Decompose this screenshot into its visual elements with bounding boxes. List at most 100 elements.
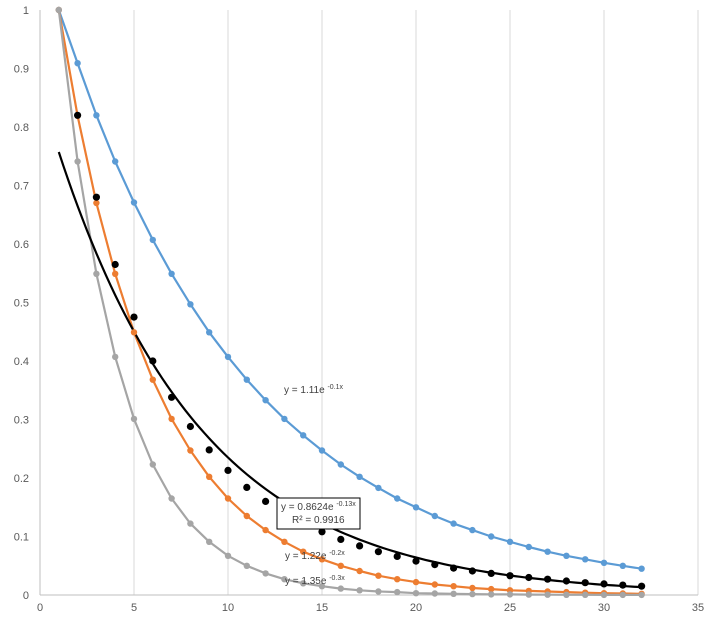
data-point xyxy=(74,158,81,165)
data-point xyxy=(130,199,138,206)
data-point xyxy=(412,504,420,511)
data-point xyxy=(112,158,119,165)
data-point xyxy=(544,575,552,583)
y-tick-label: 0 xyxy=(23,590,29,602)
svg-text:y = 1.22e -0.2x: y = 1.22e -0.2x xyxy=(285,550,345,562)
y-tick-label: 1 xyxy=(23,5,29,17)
svg-text:y = 0.8624e -0.13x: y = 0.8624e -0.13x xyxy=(281,501,356,513)
data-point xyxy=(337,535,345,544)
x-tick-label: 25 xyxy=(504,602,516,614)
data-point xyxy=(262,570,269,577)
data-point xyxy=(374,548,382,556)
data-point xyxy=(619,562,626,569)
data-point xyxy=(318,447,326,454)
data-point xyxy=(469,526,476,534)
y-tick-label: 0.8 xyxy=(14,122,29,134)
data-point xyxy=(168,393,176,401)
data-point xyxy=(300,548,307,555)
data-point xyxy=(506,538,514,545)
x-tick-label: 5 xyxy=(131,602,137,614)
trendline-label-gray-base: y = 1.35e xyxy=(285,576,327,587)
x-tick-label: 0 xyxy=(37,602,43,614)
data-point xyxy=(337,585,344,592)
data-point xyxy=(469,584,476,592)
y-tick-label: 0.5 xyxy=(14,298,29,310)
data-point xyxy=(243,376,250,383)
data-point xyxy=(638,591,645,599)
data-point xyxy=(468,567,476,575)
data-point xyxy=(469,590,476,598)
data-point xyxy=(563,591,570,598)
data-point xyxy=(93,199,100,207)
data-point xyxy=(112,353,119,361)
x-tick-label: 30 xyxy=(598,602,610,614)
data-point xyxy=(149,357,157,365)
trendline-label-gray: y = 1.35e -0.3x xyxy=(285,575,345,587)
svg-text:y = 1.11e -0.1x: y = 1.11e -0.1x xyxy=(284,384,344,396)
data-point xyxy=(412,578,420,586)
data-point xyxy=(300,580,307,587)
data-point xyxy=(187,447,194,454)
data-point xyxy=(375,484,382,492)
trendline-label-black-exp: -0.13x xyxy=(336,501,356,508)
data-point xyxy=(394,576,401,583)
data-point xyxy=(431,561,439,569)
data-point xyxy=(243,512,250,520)
data-point xyxy=(262,526,269,534)
trendline-label-blue-exp: -0.1x xyxy=(327,384,343,391)
data-point xyxy=(92,193,100,201)
data-point xyxy=(93,270,100,277)
data-point xyxy=(619,591,626,599)
data-point xyxy=(130,313,138,321)
series-line xyxy=(57,9,642,570)
data-point xyxy=(356,542,364,550)
trendline-label-blue-base: y = 1.11e xyxy=(284,385,325,396)
gridlines xyxy=(133,10,699,595)
data-point xyxy=(206,473,213,480)
data-point xyxy=(393,552,401,561)
data-point xyxy=(187,520,194,527)
y-tick-label: 0.6 xyxy=(14,239,29,251)
data-point xyxy=(168,495,175,502)
data-point xyxy=(506,572,514,580)
data-point xyxy=(582,556,589,563)
data-point xyxy=(74,60,81,67)
data-point xyxy=(394,588,401,596)
x-tick-label: 15 xyxy=(316,602,328,614)
data-point xyxy=(563,552,570,559)
data-point xyxy=(55,6,62,14)
data-point xyxy=(281,576,288,583)
y-tick-label: 0.9 xyxy=(14,64,29,76)
y-tick-label: 0.7 xyxy=(14,181,29,193)
data-point xyxy=(112,270,119,277)
trendline-label-orange-base: y = 1.22e xyxy=(285,551,327,562)
data-point xyxy=(224,353,232,361)
data-point xyxy=(488,533,495,540)
data-point xyxy=(525,591,532,598)
data-point xyxy=(356,587,363,594)
data-point xyxy=(375,588,382,595)
data-point xyxy=(488,585,495,593)
data-point xyxy=(168,415,175,423)
x-tick-label: 20 xyxy=(410,602,422,614)
data-point xyxy=(375,572,382,579)
data-point xyxy=(506,591,514,598)
data-point xyxy=(638,582,646,590)
data-point xyxy=(111,260,119,269)
data-point xyxy=(337,461,344,468)
data-point xyxy=(412,557,420,565)
data-point xyxy=(450,583,457,590)
data-point xyxy=(130,415,138,423)
data-point xyxy=(262,397,269,404)
x-tick-label: 10 xyxy=(222,602,234,614)
data-point xyxy=(281,538,288,545)
data-point xyxy=(562,577,571,585)
data-point xyxy=(186,422,194,431)
trendline-label-orange-exp: -0.2x xyxy=(329,550,345,557)
data-point xyxy=(205,446,213,454)
data-point xyxy=(525,573,533,582)
y-tick-label: 0.4 xyxy=(14,356,29,368)
data-point xyxy=(356,567,363,575)
